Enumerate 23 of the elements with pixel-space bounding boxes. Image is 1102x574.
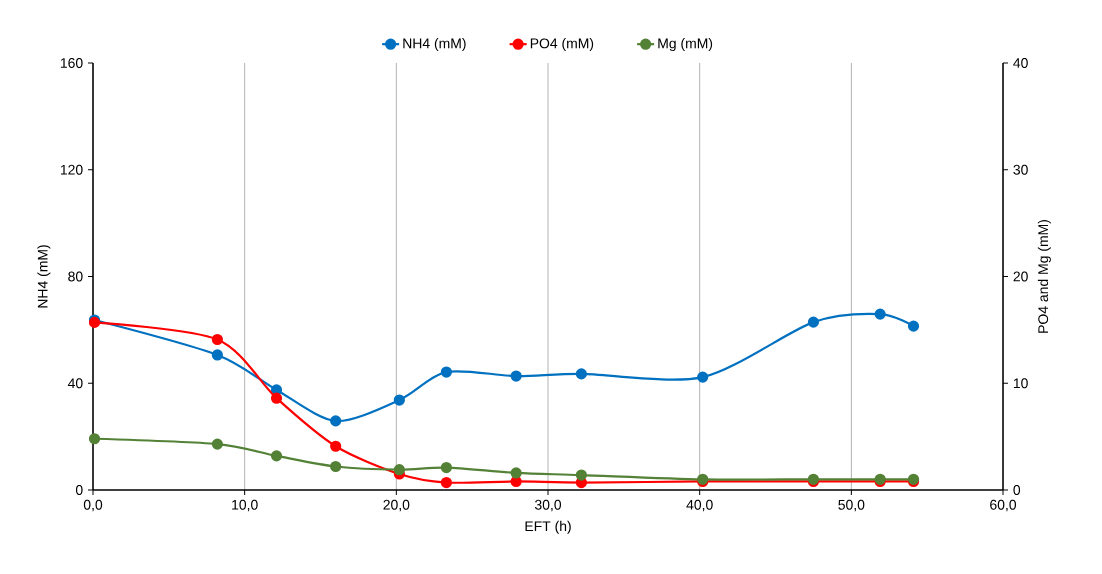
x-tick-label: 60,0 — [990, 499, 1017, 512]
y-tick-label: 80 — [68, 271, 83, 282]
y-tick-label: 160 — [60, 58, 83, 68]
y2-tick-label: 20 — [1013, 271, 1028, 282]
legend-label: NH4 (mM) — [403, 38, 466, 52]
y-tick-label: 0 — [75, 485, 83, 495]
y-tick-label: 40 — [67, 378, 83, 389]
x-tick-label: 30,0 — [534, 499, 562, 512]
y2-axis-title: PO4 and Mg (mM) — [1037, 220, 1051, 333]
x-axis-title: EFT (h) — [525, 520, 571, 534]
x-tick-label: 0,0 — [83, 499, 103, 512]
legend-label: PO4 (mM) — [530, 38, 594, 52]
y-axis-title: NH4 (mM) — [37, 245, 51, 308]
y2-tick-label: 40 — [1013, 58, 1028, 68]
x-tick-label: 50,0 — [838, 499, 865, 512]
x-tick-label: 20,0 — [383, 499, 410, 512]
y-tick-label: 120 — [60, 164, 83, 175]
y2-tick-label: 10 — [1013, 378, 1028, 389]
y2-tick-label: 30 — [1013, 164, 1028, 175]
x-tick-label: 40,0 — [686, 499, 713, 512]
y2-tick-label: 0 — [1013, 485, 1021, 495]
legend-label: Mg (mM) — [658, 38, 713, 52]
x-tick-label: 10,0 — [232, 499, 258, 512]
